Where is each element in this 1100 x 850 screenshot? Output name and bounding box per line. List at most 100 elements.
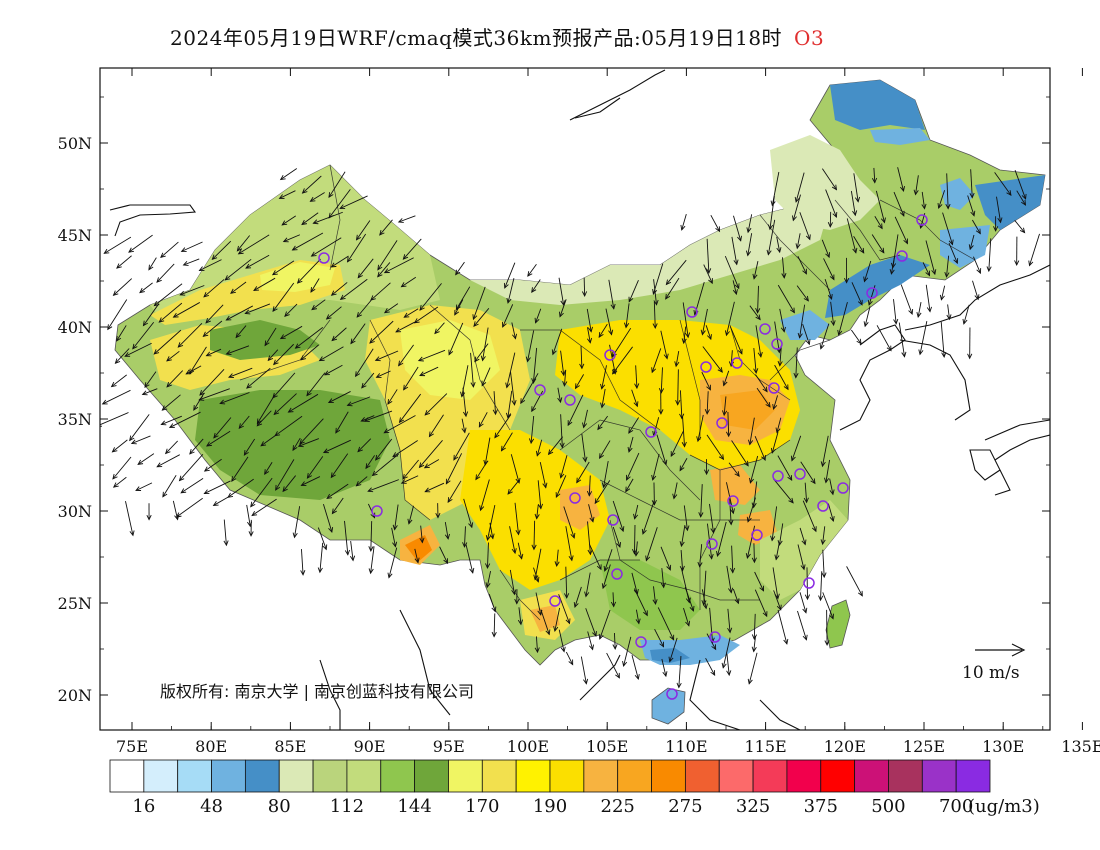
wind-arrow-icon (559, 299, 567, 317)
wind-arrow-head (398, 417, 405, 424)
wind-arrow-head (279, 174, 286, 181)
wind-arrow-head (586, 337, 593, 344)
wind-arrow-head (503, 282, 509, 289)
wind-arrow-icon (475, 460, 488, 480)
wind-arrow-icon (747, 497, 756, 522)
wind-arrow-icon (156, 263, 175, 283)
wind-arrow-icon (272, 260, 295, 276)
wind-arrow-icon (128, 234, 153, 253)
wind-arrow-head (225, 350, 232, 355)
wind-arrow-icon (518, 607, 522, 625)
wind-arrow-head (681, 441, 687, 448)
wind-arrow-icon (628, 280, 639, 302)
wind-arrow-icon (661, 658, 667, 677)
wind-arrow-icon (347, 396, 371, 406)
wind-arrow-head (520, 398, 526, 405)
wind-arrow-icon (535, 592, 542, 615)
wind-arrow-head (244, 309, 251, 315)
wind-arrow-icon (804, 482, 808, 503)
circle-marker-icon (371, 505, 383, 517)
wind-arrow-icon (153, 329, 182, 355)
wind-arrow-head (130, 439, 137, 445)
wind-arrow-icon (148, 257, 157, 270)
wind-arrow-icon (219, 392, 250, 404)
wind-arrow-head (805, 234, 811, 241)
circle-marker-icon (817, 500, 829, 512)
wind-arrow-head (327, 398, 334, 404)
wind-arrow-head (357, 446, 363, 453)
wind-arrow-head (110, 381, 117, 388)
wind-arrow-head (248, 531, 254, 537)
wind-arrow-head (455, 269, 461, 276)
wind-arrow-icon (279, 190, 296, 199)
wind-arrow-icon (267, 349, 279, 361)
wind-arrow-head (610, 303, 616, 310)
wind-arrow-head (986, 266, 992, 273)
wind-arrow-head (168, 423, 175, 428)
wind-arrow-icon (420, 525, 423, 543)
wind-arrow-head (893, 318, 899, 325)
wind-arrow-icon (311, 299, 326, 310)
wind-arrow-icon (771, 431, 779, 453)
wind-arrow-icon (683, 326, 687, 344)
wind-arrow-head (790, 455, 796, 462)
map-title: 2024年05月19日WRF/cmaq模式36km预报产品:05月19日18时 O… (170, 22, 824, 51)
wind-arrow-icon (588, 475, 591, 496)
circle-marker-icon (709, 631, 721, 643)
wind-arrow-icon (555, 475, 567, 498)
wind-arrow-head (227, 492, 234, 498)
wind-arrow-icon (183, 258, 200, 266)
wind-arrow-head (818, 595, 824, 602)
wind-arrow-icon (594, 480, 611, 504)
colorbar-swatch (346, 759, 382, 793)
wind-arrow-head (132, 343, 138, 350)
wind-arrow-head (633, 550, 639, 557)
wind-arrow-icon (661, 568, 665, 588)
wind-arrow-icon (113, 476, 127, 488)
wind-arrow-icon (921, 191, 926, 209)
wind-arrow-icon (996, 196, 1002, 223)
wind-arrow-head (350, 338, 356, 345)
wind-arrow-head (827, 222, 833, 228)
wind-arrow-head (346, 401, 353, 407)
wind-arrow-head (481, 380, 487, 387)
wind-arrow-head (757, 351, 763, 358)
wind-arrow-icon (652, 453, 660, 481)
wind-arrow-icon (356, 300, 372, 318)
wind-arrow-head (581, 291, 588, 297)
wind-arrow-head (732, 289, 738, 296)
wind-arrow-head (402, 254, 409, 260)
wind-arrow-head (355, 234, 362, 241)
wind-arrow-icon (917, 302, 922, 318)
wind-arrow-icon (732, 280, 737, 295)
wind-arrow-icon (419, 366, 439, 376)
wind-arrow-icon (795, 347, 798, 378)
wind-arrow-head (727, 627, 733, 634)
wind-arrow-head (800, 564, 806, 571)
wind-arrow-icon (633, 588, 648, 616)
wind-arrow-head (322, 544, 328, 551)
wind-arrow-icon (162, 394, 181, 411)
wind-arrow-head (274, 431, 281, 437)
wind-arrow-head (939, 294, 945, 301)
wind-arrow-icon (575, 374, 585, 389)
wind-arrow-head (899, 185, 905, 192)
wind-arrow-icon (829, 478, 834, 495)
wind-arrow-icon (189, 346, 207, 374)
wind-arrow-head (331, 508, 337, 515)
wind-arrow-head (166, 381, 172, 388)
wind-arrow-icon (238, 234, 270, 255)
wind-arrow-head (706, 268, 712, 274)
wind-arrow-head (931, 269, 937, 276)
wind-arrow-head (387, 399, 393, 405)
wind-arrow-icon (969, 234, 975, 250)
colorbar-swatch (448, 759, 483, 793)
wind-arrow-icon (403, 366, 419, 390)
wind-arrow-icon (509, 569, 515, 595)
circle-marker-icon (607, 514, 619, 526)
wind-arrow-icon (754, 436, 766, 461)
wind-arrow-icon (1014, 170, 1027, 200)
wind-arrow-icon (583, 277, 586, 296)
wind-arrow-head (1006, 190, 1012, 196)
wind-arrow-head (804, 594, 811, 601)
